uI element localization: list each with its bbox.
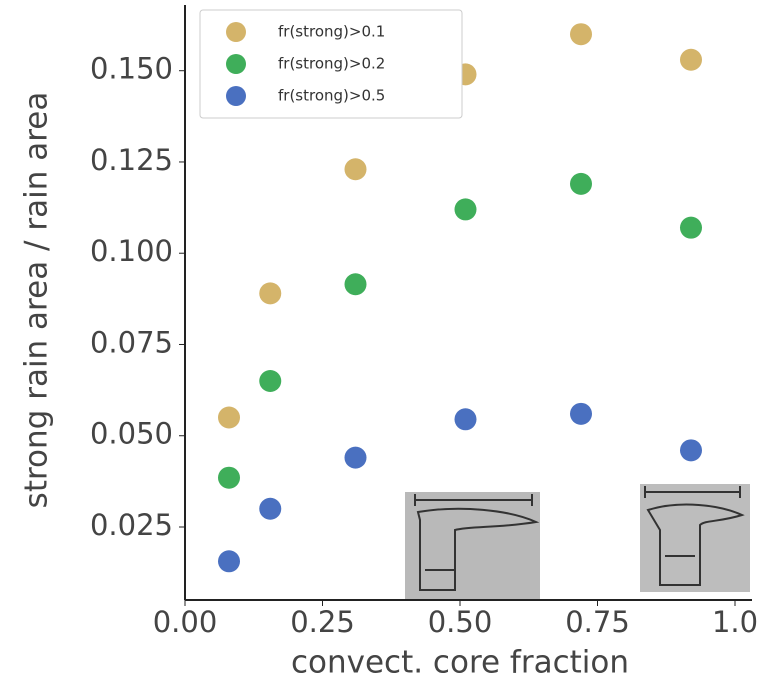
scatter-point bbox=[454, 408, 477, 431]
scatter-point bbox=[218, 406, 240, 429]
scatter-point bbox=[344, 446, 367, 469]
x-tick-label: 0.25 bbox=[290, 605, 355, 639]
legend-marker bbox=[226, 22, 246, 42]
legend-box bbox=[199, 9, 463, 119]
x-tick-label: 0.75 bbox=[565, 605, 630, 639]
scatter-point bbox=[570, 402, 592, 425]
y-tick-label: 0.150 bbox=[90, 52, 173, 86]
x-tick-label: 0.00 bbox=[153, 605, 218, 639]
legend-label: fr(strong)>0.2 bbox=[278, 55, 385, 73]
scatter-point bbox=[680, 216, 702, 239]
inset-images bbox=[405, 484, 750, 600]
scatter-point bbox=[680, 439, 702, 462]
scatter-point bbox=[259, 497, 282, 520]
y-tick-label: 0.125 bbox=[90, 143, 173, 177]
scatter-point bbox=[680, 48, 702, 71]
scatter-point bbox=[344, 158, 367, 181]
scatter-point bbox=[259, 369, 282, 392]
legend-marker bbox=[226, 86, 246, 106]
x-axis-label: convect. core fraction bbox=[291, 645, 629, 681]
scatter-point bbox=[218, 466, 240, 489]
scatter-point bbox=[570, 172, 592, 195]
y-tick-label: 0.050 bbox=[90, 417, 173, 451]
y-tick-label: 0.025 bbox=[90, 508, 173, 542]
y-axis-label: strong rain area / rain area bbox=[19, 92, 55, 509]
legend-marker bbox=[226, 54, 246, 74]
scatter-point bbox=[344, 273, 367, 296]
plot-area bbox=[218, 23, 702, 573]
inset-image bbox=[640, 484, 750, 592]
scatter-point bbox=[259, 282, 282, 305]
x-tick-label: 1.0 bbox=[712, 605, 758, 639]
x-tick-label: 0.50 bbox=[428, 605, 493, 639]
scatter-point bbox=[570, 23, 592, 46]
scatter-point bbox=[218, 550, 240, 573]
inset-sketch bbox=[414, 494, 540, 591]
legend-label: fr(strong)>0.5 bbox=[278, 87, 385, 105]
scatter-point bbox=[454, 198, 477, 221]
legend: fr(strong)>0.1 fr(strong)>0.2 fr(strong)>0… bbox=[199, 9, 463, 119]
legend-label: fr(strong)>0.1 bbox=[278, 23, 385, 41]
y-tick-label: 0.075 bbox=[90, 325, 173, 359]
y-tick-label: 0.100 bbox=[90, 234, 173, 268]
inset-sketch bbox=[644, 486, 745, 586]
